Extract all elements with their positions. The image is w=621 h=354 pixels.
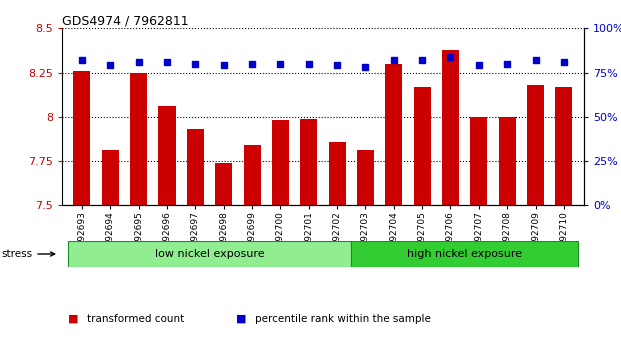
Text: low nickel exposure: low nickel exposure (155, 249, 265, 259)
Text: GDS4974 / 7962811: GDS4974 / 7962811 (62, 14, 189, 27)
Bar (158, 106, 176, 205)
Text: ■: ■ (68, 314, 79, 324)
Bar (357, 150, 374, 205)
Text: stress: stress (1, 249, 55, 259)
Bar (527, 85, 544, 205)
Bar (68, 241, 351, 267)
Bar (555, 87, 573, 205)
Bar (499, 117, 515, 205)
Bar (130, 73, 147, 205)
Text: transformed count: transformed count (87, 314, 184, 324)
Bar (300, 119, 317, 205)
Bar (243, 145, 261, 205)
Bar (272, 120, 289, 205)
Bar (102, 150, 119, 205)
Text: ■: ■ (236, 314, 247, 324)
Bar (215, 163, 232, 205)
Bar (73, 71, 91, 205)
Text: high nickel exposure: high nickel exposure (407, 249, 522, 259)
Bar (414, 87, 430, 205)
Bar (351, 241, 578, 267)
Bar (329, 142, 346, 205)
Bar (385, 64, 402, 205)
Text: percentile rank within the sample: percentile rank within the sample (255, 314, 430, 324)
Bar (442, 50, 459, 205)
Bar (187, 129, 204, 205)
Bar (470, 117, 487, 205)
